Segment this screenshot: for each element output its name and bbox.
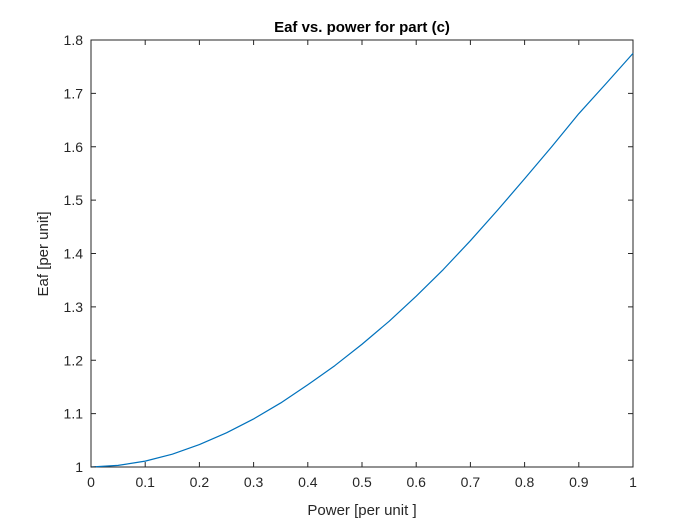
x-tick-label: 0.5 <box>352 474 372 490</box>
x-tick-label: 0.3 <box>244 474 264 490</box>
y-tick-label: 1.8 <box>64 32 84 48</box>
ticks-layer: 0 0.1 0.2 0.3 0.4 0.5 0.6 0.7 0.8 0.9 1 1 1.1 1.2 1.3 1… <box>64 32 638 490</box>
x-tick-label: 0.6 <box>406 474 426 490</box>
axes <box>90 39 634 468</box>
y-axis-label: Eaf [per unit] <box>35 211 52 296</box>
x-tick-label: 0.4 <box>298 474 318 490</box>
x-tick-label: 0.7 <box>461 474 481 490</box>
y-tick-label: 1 <box>75 459 83 475</box>
y-tick-label: 1.6 <box>64 139 84 155</box>
y-tick-label: 1.3 <box>64 299 84 315</box>
y-tick-label: 1.5 <box>64 192 84 208</box>
chart-title: Eaf vs. power for part (c) <box>274 19 450 36</box>
x-tick-label: 0 <box>87 474 95 490</box>
x-tick-label: 1 <box>629 474 637 490</box>
series-line <box>90 52 634 468</box>
x-tick-label: 0.9 <box>569 474 589 490</box>
y-tick-label: 1.7 <box>64 85 84 101</box>
y-tick-label: 1.4 <box>64 246 84 262</box>
y-tick-label: 1.1 <box>64 406 84 422</box>
y-tick-label: 1.2 <box>64 352 84 368</box>
series-layer <box>90 52 634 468</box>
plot-area-box <box>90 39 634 468</box>
x-tick-label: 0.2 <box>190 474 210 490</box>
x-tick-label: 0.8 <box>515 474 535 490</box>
x-axis-label: Power [per unit ] <box>307 502 416 519</box>
x-tick-label: 0.1 <box>135 474 155 490</box>
